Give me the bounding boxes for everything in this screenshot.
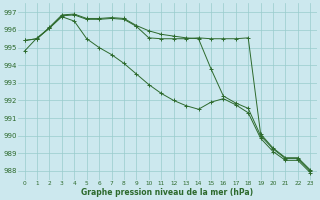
X-axis label: Graphe pression niveau de la mer (hPa): Graphe pression niveau de la mer (hPa) bbox=[81, 188, 253, 197]
